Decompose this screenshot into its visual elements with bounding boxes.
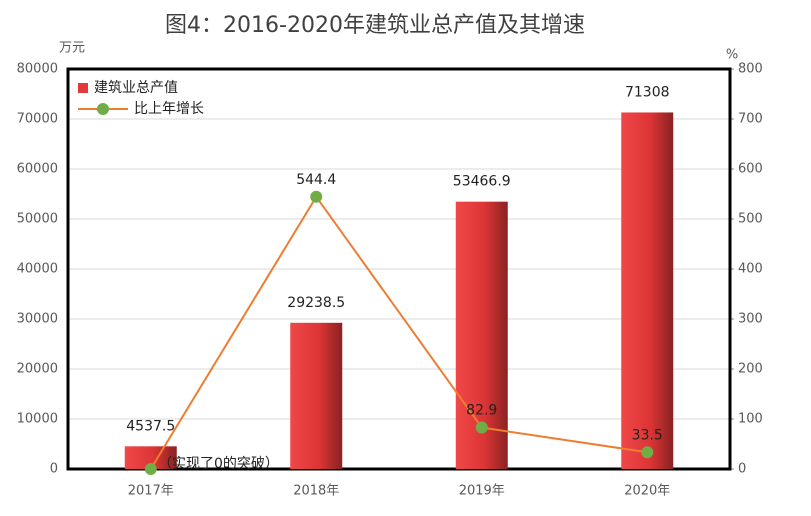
line-marker	[144, 463, 157, 475]
line	[149, 194, 648, 470]
bar	[290, 322, 343, 469]
y-tick-label: 20000	[17, 362, 58, 377]
y2-tick-label: 600	[738, 162, 763, 177]
line-marker	[475, 421, 488, 434]
annotation: （实现了0的突破）	[158, 456, 279, 472]
line-marker	[310, 190, 323, 203]
legend-label: 比上年增长	[134, 101, 204, 117]
y2-tick-label: 0	[738, 462, 746, 477]
y-tick-label: 40000	[17, 262, 58, 277]
y2-tick-label: 100	[738, 412, 763, 427]
bar-label: 29238.5	[287, 295, 345, 311]
y-tick-label: 80000	[17, 62, 58, 77]
y-axis-unit: 万元	[59, 41, 85, 56]
line-marker	[641, 446, 654, 459]
chart-title: 图4：2016-2020年建筑业总产值及其增速	[165, 13, 585, 38]
y-tick-label: 60000	[17, 162, 58, 177]
legend-swatch	[78, 83, 88, 93]
y2-tick-label: 200	[738, 362, 763, 377]
line-label: 82.9	[466, 403, 497, 419]
bar-label: 4537.5	[126, 418, 175, 434]
line-label: 544.4	[296, 172, 336, 188]
y-tick-label: 10000	[17, 412, 58, 427]
y2-tick-label: 300	[738, 312, 763, 327]
x-tick-label: 2017年	[128, 484, 174, 499]
x-tick-label: 2019年	[459, 484, 505, 499]
y-tick-label: 30000	[17, 312, 58, 327]
legend-label: 建筑业总产值	[94, 80, 178, 96]
x-tick-label: 2018年	[293, 484, 339, 499]
bar	[621, 112, 674, 470]
plot-frame	[66, 67, 732, 471]
y-tick-label: 0	[50, 462, 58, 477]
line-label: 33.5	[632, 427, 663, 443]
bar-label: 71308	[625, 84, 670, 100]
y-tick-label: 70000	[17, 112, 58, 127]
y2-axis-unit: %	[726, 48, 738, 63]
legend-swatch	[97, 103, 109, 115]
y2-tick-label: 500	[738, 212, 763, 227]
bar-label: 53466.9	[453, 174, 511, 190]
y-tick-label: 50000	[17, 212, 58, 227]
bar	[124, 446, 177, 469]
y2-tick-label: 400	[738, 262, 763, 277]
y2-tick-label: 800	[738, 62, 763, 77]
x-tick-label: 2020年	[624, 484, 670, 499]
y2-tick-label: 700	[738, 112, 763, 127]
